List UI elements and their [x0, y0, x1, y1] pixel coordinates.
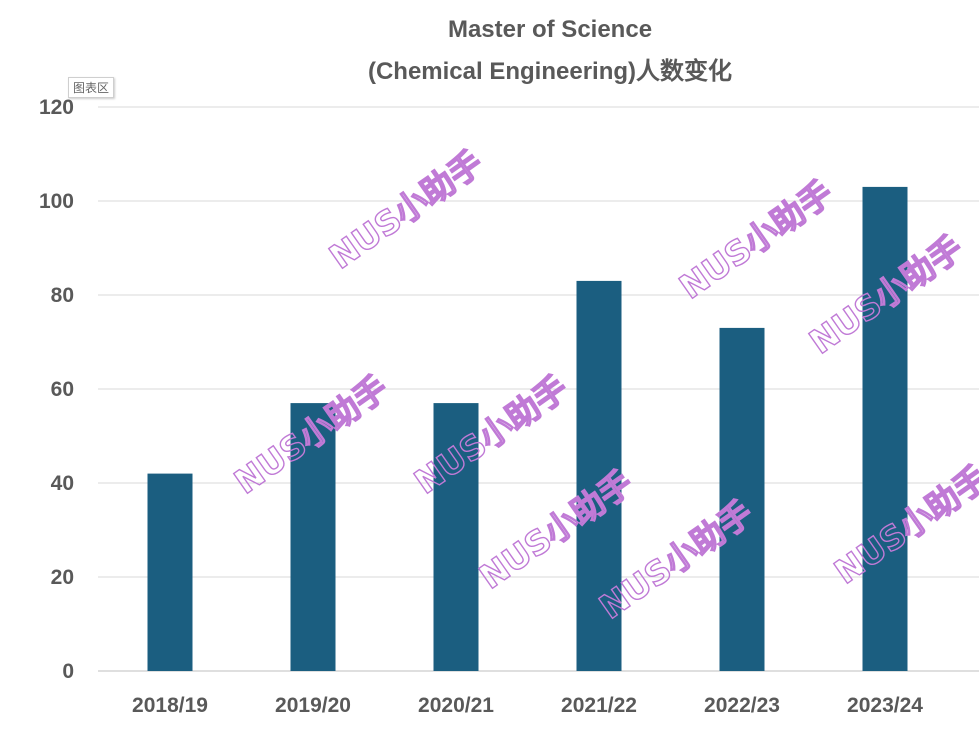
watermark-text: NUS小助手	[672, 173, 840, 307]
y-tick-label: 0	[62, 660, 74, 683]
bar-2018-19[interactable]	[147, 473, 193, 671]
y-tick-label: 40	[51, 472, 74, 495]
chart-title-line-1: Master of Science	[447, 16, 653, 43]
x-tick-label: 2018/19	[132, 694, 208, 717]
gridlines	[98, 106, 979, 672]
y-tick-label: 60	[51, 378, 74, 401]
x-tick-label: 2019/20	[275, 694, 351, 717]
y-tick-label: 80	[51, 284, 74, 307]
chart-area-tooltip: 图表区	[68, 77, 115, 98]
x-tick-label: 2020/21	[418, 694, 494, 717]
chart-title-line-2: (Chemical Engineering)人数变化	[367, 58, 733, 85]
y-tick-label: 100	[39, 190, 74, 213]
y-axis-ticks: 0 20 40 60 80 100 120	[39, 96, 74, 683]
x-tick-label: 2022/23	[704, 694, 780, 717]
bar-2023-24[interactable]	[862, 186, 908, 671]
bar-2020-21[interactable]	[433, 403, 479, 671]
y-tick-label: 120	[39, 96, 74, 119]
bar-2022-23[interactable]	[719, 327, 765, 671]
x-axis-ticks: 2018/19 2019/20 2020/21 2021/22 2022/23 2023/…	[132, 694, 923, 717]
bar-2019-20[interactable]	[290, 403, 336, 671]
watermark-text: NUS小助手	[322, 143, 490, 277]
x-tick-label: 2021/22	[561, 694, 637, 717]
watermark-text: NUS小助手	[407, 368, 575, 502]
bars	[147, 186, 908, 671]
bar-2021-22[interactable]	[576, 280, 622, 671]
x-tick-label: 2023/24	[847, 694, 923, 717]
y-tick-label: 20	[51, 566, 74, 589]
